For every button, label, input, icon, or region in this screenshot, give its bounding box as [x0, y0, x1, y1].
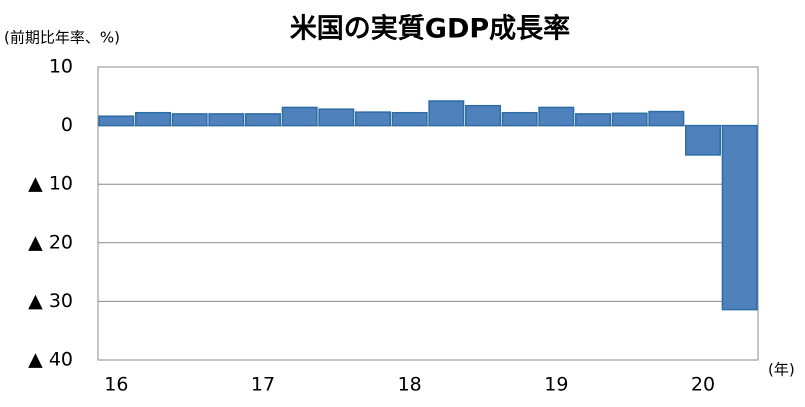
bar [538, 106, 575, 127]
y-axis-label: (前期比年率、%) [4, 29, 120, 47]
bar [281, 106, 318, 127]
y-tick-label: ▲ 10 [28, 173, 73, 195]
x-axis-label: (年) [768, 361, 795, 379]
bar [208, 113, 245, 127]
y-tick-label: ▲ 40 [28, 349, 73, 371]
bar [465, 104, 501, 127]
bar [245, 113, 281, 127]
bar [171, 113, 208, 127]
chart-title: 米国の実質GDP成長率 [290, 13, 570, 45]
x-tick-label: 20 [691, 374, 715, 396]
x-tick-label: 18 [398, 374, 422, 396]
plot-border [97, 66, 759, 361]
bar [391, 111, 428, 127]
bar [575, 113, 611, 127]
bar [135, 111, 171, 127]
bar [611, 112, 648, 127]
x-tick-label: 17 [251, 374, 275, 396]
y-tick-label: ▲ 30 [28, 290, 73, 312]
y-tick-label: 0 [61, 114, 73, 136]
x-tick-label: 19 [544, 374, 568, 396]
x-tick-label: 16 [104, 374, 128, 396]
y-tick-label: ▲ 20 [28, 231, 73, 253]
bar [98, 115, 135, 127]
y-tick-label: 10 [49, 56, 73, 78]
bar [428, 100, 465, 127]
bar [721, 124, 758, 311]
bar [685, 124, 721, 156]
bar [648, 110, 685, 127]
bar [355, 111, 391, 127]
bar [501, 111, 538, 127]
bar [318, 108, 355, 127]
